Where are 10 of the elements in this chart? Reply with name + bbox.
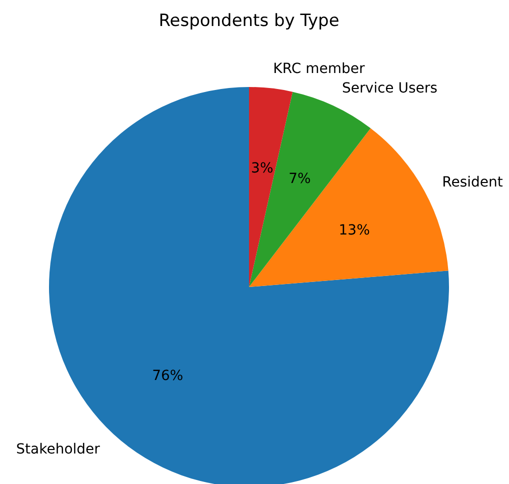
slice-label: KRC member [273,61,365,78]
pie-slice [249,92,371,287]
slice-label: Stakeholder [16,442,100,458]
slice-label: Service Users [342,80,438,97]
data-label: 76% [152,368,184,384]
data-label: 13% [338,222,370,238]
data-label: 3% [251,160,274,177]
slice-label: Resident [442,174,504,191]
chart-title: Respondents by Type [158,11,340,31]
data-label: 7% [288,171,311,188]
